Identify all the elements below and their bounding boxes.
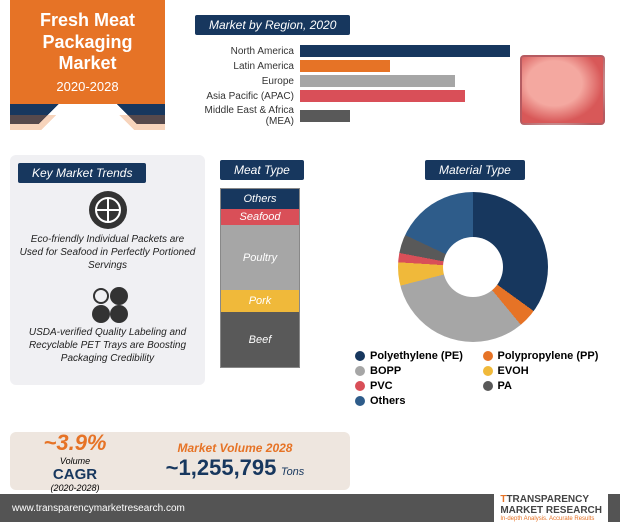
legend-item: BOPP xyxy=(355,365,483,377)
stack-segment: Pork xyxy=(221,290,299,312)
legend-text: Polypropylene (PP) xyxy=(498,350,599,362)
globe-icon xyxy=(89,191,127,229)
footer-logo: TTRANSPARENCY MARKET RESEARCH In-depth A… xyxy=(494,492,608,524)
legend-swatch xyxy=(355,366,365,376)
meat-image xyxy=(520,55,605,125)
legend-item: Polypropylene (PP) xyxy=(483,350,611,362)
cagr-label: CAGR xyxy=(20,466,130,483)
stack-segment: Seafood xyxy=(221,209,299,225)
bar-label: Latin America xyxy=(195,61,300,72)
meat-type-label: Meat Type xyxy=(220,160,304,180)
trend-text: USDA-verified Quality Labeling and Recyc… xyxy=(18,326,197,365)
legend-item: PA xyxy=(483,380,611,392)
stack-segment: Beef xyxy=(221,312,299,367)
mol-icon xyxy=(89,284,127,322)
meat-type-chart: Meat Type OthersSeafoodPoultryPorkBeef xyxy=(220,160,320,368)
legend-text: EVOH xyxy=(498,365,529,377)
trends-label: Key Market Trends xyxy=(18,163,146,183)
stack-segment: Others xyxy=(221,189,299,209)
stats-panel: ~3.9% Volume CAGR (2020-2028) Market Vol… xyxy=(10,432,350,490)
legend-swatch xyxy=(483,366,493,376)
cagr-value: ~3.9% xyxy=(20,430,130,456)
legend-swatch xyxy=(355,381,365,391)
chevron-decoration xyxy=(10,115,165,130)
material-chart: Material Type Polyethylene (PE) Polypropy… xyxy=(335,160,610,410)
trend-item: Eco-friendly Individual Packets are Used… xyxy=(18,191,197,272)
volume-unit: Tons xyxy=(281,466,304,478)
footer-url: www.transparencymarketresearch.com xyxy=(12,503,185,514)
legend-item: PVC xyxy=(355,380,483,392)
title-banner: Fresh Meat Packaging Market 2020-2028 xyxy=(10,0,165,124)
region-chart: Market by Region, 2020 North America Lati… xyxy=(195,15,525,130)
material-label: Material Type xyxy=(425,160,525,180)
legend-swatch xyxy=(355,396,365,406)
stack-segment: Poultry xyxy=(221,225,299,290)
legend-item: Polyethylene (PE) xyxy=(355,350,483,362)
bar xyxy=(300,90,465,102)
legend-text: Others xyxy=(370,395,405,407)
legend-swatch xyxy=(355,351,365,361)
years-range: 2020-2028 xyxy=(18,79,157,94)
region-label: Market by Region, 2020 xyxy=(195,15,350,35)
bar-row: Asia Pacific (APAC) xyxy=(195,90,525,102)
bar-label: Middle East & Africa (MEA) xyxy=(195,105,300,127)
bar-row: Latin America xyxy=(195,60,525,72)
footer-bar: www.transparencymarketresearch.com TTRAN… xyxy=(0,494,620,522)
legend-swatch xyxy=(483,351,493,361)
legend-text: BOPP xyxy=(370,365,401,377)
legend-text: PVC xyxy=(370,380,393,392)
trend-item: USDA-verified Quality Labeling and Recyc… xyxy=(18,284,197,365)
volume-title: Market Volume 2028 xyxy=(130,441,340,455)
legend-text: Polyethylene (PE) xyxy=(370,350,463,362)
bar-row: North America xyxy=(195,45,525,57)
trends-panel: Key Market Trends Eco-friendly Individua… xyxy=(10,155,205,385)
main-title: Fresh Meat Packaging Market xyxy=(18,10,157,75)
cagr-sub: Volume xyxy=(20,456,130,466)
bar-label: Asia Pacific (APAC) xyxy=(195,91,300,102)
legend-item: Others xyxy=(355,395,483,407)
legend-swatch xyxy=(483,381,493,391)
donut-chart xyxy=(398,192,548,342)
bar-row: Europe xyxy=(195,75,525,87)
volume-value: ~1,255,795 xyxy=(166,455,277,480)
bar-label: North America xyxy=(195,46,300,57)
trend-text: Eco-friendly Individual Packets are Used… xyxy=(18,233,197,272)
bar xyxy=(300,75,455,87)
bar xyxy=(300,110,350,122)
cagr-years: (2020-2028) xyxy=(20,483,130,493)
legend-text: PA xyxy=(498,380,512,392)
bar-row: Middle East & Africa (MEA) xyxy=(195,105,525,127)
bar-label: Europe xyxy=(195,76,300,87)
bar xyxy=(300,45,510,57)
bar xyxy=(300,60,390,72)
legend-item: EVOH xyxy=(483,365,611,377)
